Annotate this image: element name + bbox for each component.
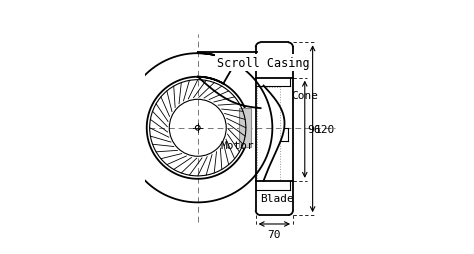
Text: Scroll Casing: Scroll Casing: [218, 57, 310, 70]
Text: Blade: Blade: [261, 193, 294, 203]
Text: 96: 96: [307, 125, 320, 135]
Bar: [239, 109, 251, 148]
Text: Motor: Motor: [221, 140, 255, 150]
Text: 70: 70: [268, 229, 281, 239]
Text: Cone: Cone: [291, 91, 318, 101]
Circle shape: [195, 126, 200, 131]
Bar: [256, 87, 280, 180]
Text: 120: 120: [315, 124, 335, 134]
